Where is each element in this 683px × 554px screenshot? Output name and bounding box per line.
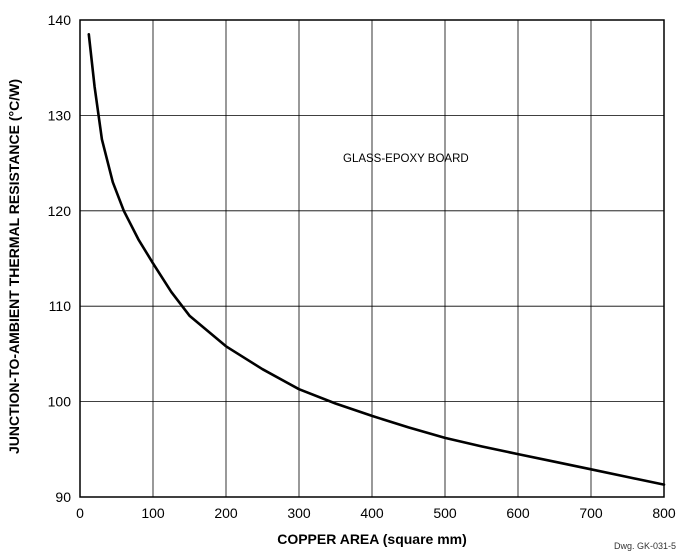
y-tick-label: 110 [49, 298, 72, 314]
y-tick-label: 90 [55, 489, 71, 505]
x-tick-label: 200 [214, 505, 238, 521]
plot-frame [79, 19, 665, 498]
y-tick-labels: 90 100 110 120 130 140 [48, 12, 72, 505]
x-tick-label: 600 [506, 505, 530, 521]
grid [80, 20, 664, 497]
y-axis-label: JUNCTION-TO-AMBIENT THERMAL RESISTANCE (… [6, 79, 22, 454]
x-tick-label: 700 [579, 505, 603, 521]
x-tick-label: 400 [360, 505, 384, 521]
y-tick-label: 130 [48, 107, 72, 123]
plot-border [79, 19, 665, 498]
series-lines [87, 33, 666, 486]
drawing-id: Dwg. GK-031-5 [614, 541, 676, 551]
x-tick-label: 300 [287, 505, 311, 521]
y-tick-label: 140 [48, 12, 72, 28]
x-tick-labels: 0 100 200 300 400 500 600 700 800 [76, 505, 676, 521]
y-tick-label: 120 [48, 203, 72, 219]
series-line-0 [87, 33, 666, 486]
x-axis-label: COPPER AREA (square mm) [277, 531, 467, 547]
x-tick-label: 800 [652, 505, 676, 521]
x-tick-label: 0 [76, 505, 84, 521]
y-tick-label: 100 [48, 394, 72, 410]
x-tick-label: 500 [433, 505, 457, 521]
x-tick-label: 100 [141, 505, 165, 521]
annotation-label: GLASS-EPOXY BOARD [343, 153, 469, 165]
